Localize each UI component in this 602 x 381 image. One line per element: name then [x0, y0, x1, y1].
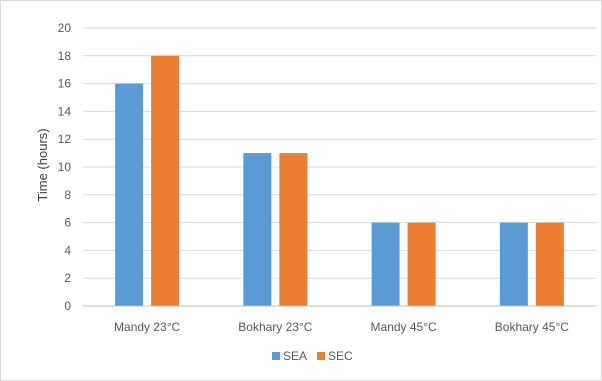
y-tick-label: 20 [58, 21, 72, 35]
y-tick-label: 0 [64, 299, 71, 313]
y-tick-label: 2 [64, 271, 71, 285]
x-tick-label: Mandy 23°C [114, 320, 180, 334]
y-tick-label: 14 [58, 104, 72, 118]
bar-sec-0 [151, 55, 180, 306]
bar-sea-2 [371, 222, 400, 306]
y-tick-label: 18 [58, 49, 72, 63]
bar-sec-2 [407, 222, 436, 306]
x-tick-label: Bokhary 45°C [495, 320, 570, 334]
x-tick-label: Bokhary 23°C [238, 320, 313, 334]
y-tick-label: 12 [58, 132, 72, 146]
y-tick-label: 6 [64, 216, 71, 230]
y-axis-title: Time (hours) [35, 128, 50, 201]
bar-sec-3 [535, 222, 564, 306]
y-tick-label: 16 [58, 77, 72, 91]
legend-label-sea: SEA [283, 349, 307, 363]
y-tick-labels: 0 2 4 6 8 10 12 14 16 18 20 [58, 21, 72, 313]
x-tick-labels: Mandy 23°C Bokhary 23°C Mandy 45°C Bokhary … [114, 320, 569, 334]
y-tick-label: 4 [64, 243, 71, 257]
legend-swatch-sea [272, 352, 280, 360]
bar-sec-1 [279, 153, 308, 306]
legend-label-sec: SEC [328, 349, 353, 363]
bar-sea-0 [115, 83, 144, 306]
bar-sea-3 [499, 222, 528, 306]
y-tick-label: 8 [64, 188, 71, 202]
bars [115, 55, 564, 306]
x-tick-label: Mandy 45°C [371, 320, 437, 334]
legend-swatch-sec [317, 352, 325, 360]
legend: SEA SEC [272, 349, 353, 363]
y-tick-label: 10 [58, 160, 72, 174]
bar-sea-1 [243, 153, 272, 306]
